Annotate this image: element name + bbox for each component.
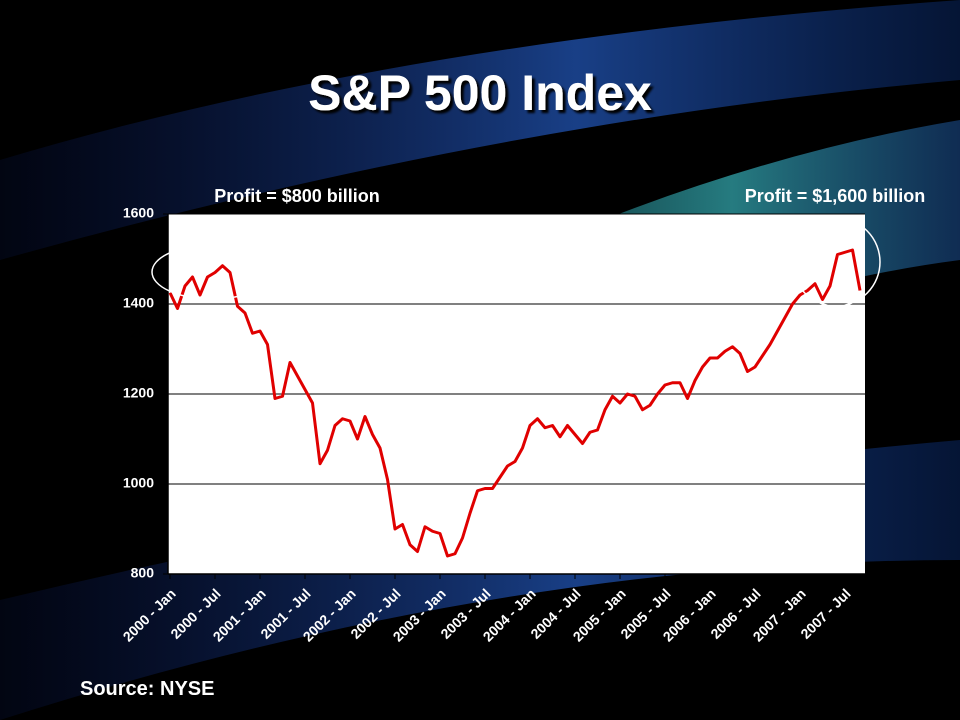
arrow-head [251, 237, 260, 247]
arrow-head [783, 239, 793, 248]
chart-title: S&P 500 Index [308, 65, 652, 121]
arrow [251, 221, 273, 247]
source: Source: NYSE [80, 678, 214, 700]
y-tick-label: 1000 [123, 475, 154, 491]
highlight-ellipse [151, 244, 273, 300]
y-tick-label: 1600 [123, 205, 154, 221]
y-tick-label: 800 [131, 565, 155, 581]
y-tick-label: 1200 [123, 385, 154, 401]
highlight-ellipse [791, 217, 881, 307]
y-tick-label: 1400 [123, 295, 154, 311]
arrow [751, 221, 793, 248]
line-series [168, 248, 862, 558]
annotation: Profit = $800 billion [214, 186, 380, 206]
annotation: Profit = $1,600 billion [745, 186, 926, 206]
